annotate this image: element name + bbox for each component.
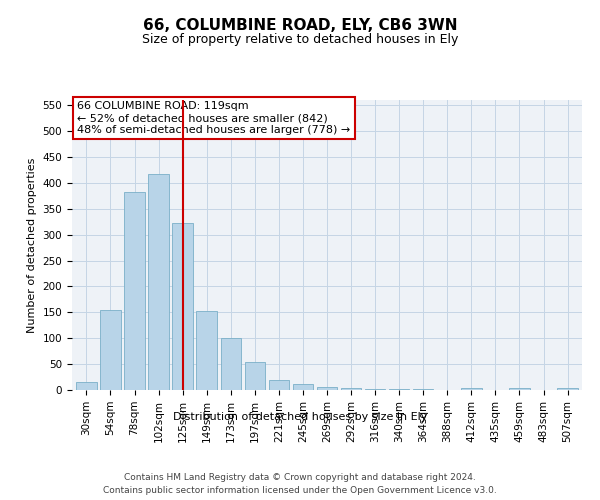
Bar — [76, 382, 97, 390]
Bar — [341, 388, 361, 390]
Bar — [557, 388, 578, 390]
Bar — [245, 362, 265, 390]
Text: Distribution of detached houses by size in Ely: Distribution of detached houses by size … — [173, 412, 427, 422]
Bar — [221, 338, 241, 390]
Bar — [317, 388, 337, 390]
Bar — [293, 384, 313, 390]
Bar — [196, 311, 217, 390]
Bar — [148, 174, 169, 390]
Bar — [389, 389, 409, 390]
Bar — [269, 380, 289, 390]
Text: 66 COLUMBINE ROAD: 119sqm
← 52% of detached houses are smaller (842)
48% of semi: 66 COLUMBINE ROAD: 119sqm ← 52% of detac… — [77, 102, 350, 134]
Text: 66, COLUMBINE ROAD, ELY, CB6 3WN: 66, COLUMBINE ROAD, ELY, CB6 3WN — [143, 18, 457, 32]
Text: Contains HM Land Registry data © Crown copyright and database right 2024.
Contai: Contains HM Land Registry data © Crown c… — [103, 474, 497, 495]
Bar — [461, 388, 482, 390]
Text: Size of property relative to detached houses in Ely: Size of property relative to detached ho… — [142, 32, 458, 46]
Y-axis label: Number of detached properties: Number of detached properties — [27, 158, 37, 332]
Bar — [365, 389, 385, 390]
Bar — [100, 310, 121, 390]
Bar — [509, 388, 530, 390]
Bar — [124, 192, 145, 390]
Bar — [172, 222, 193, 390]
